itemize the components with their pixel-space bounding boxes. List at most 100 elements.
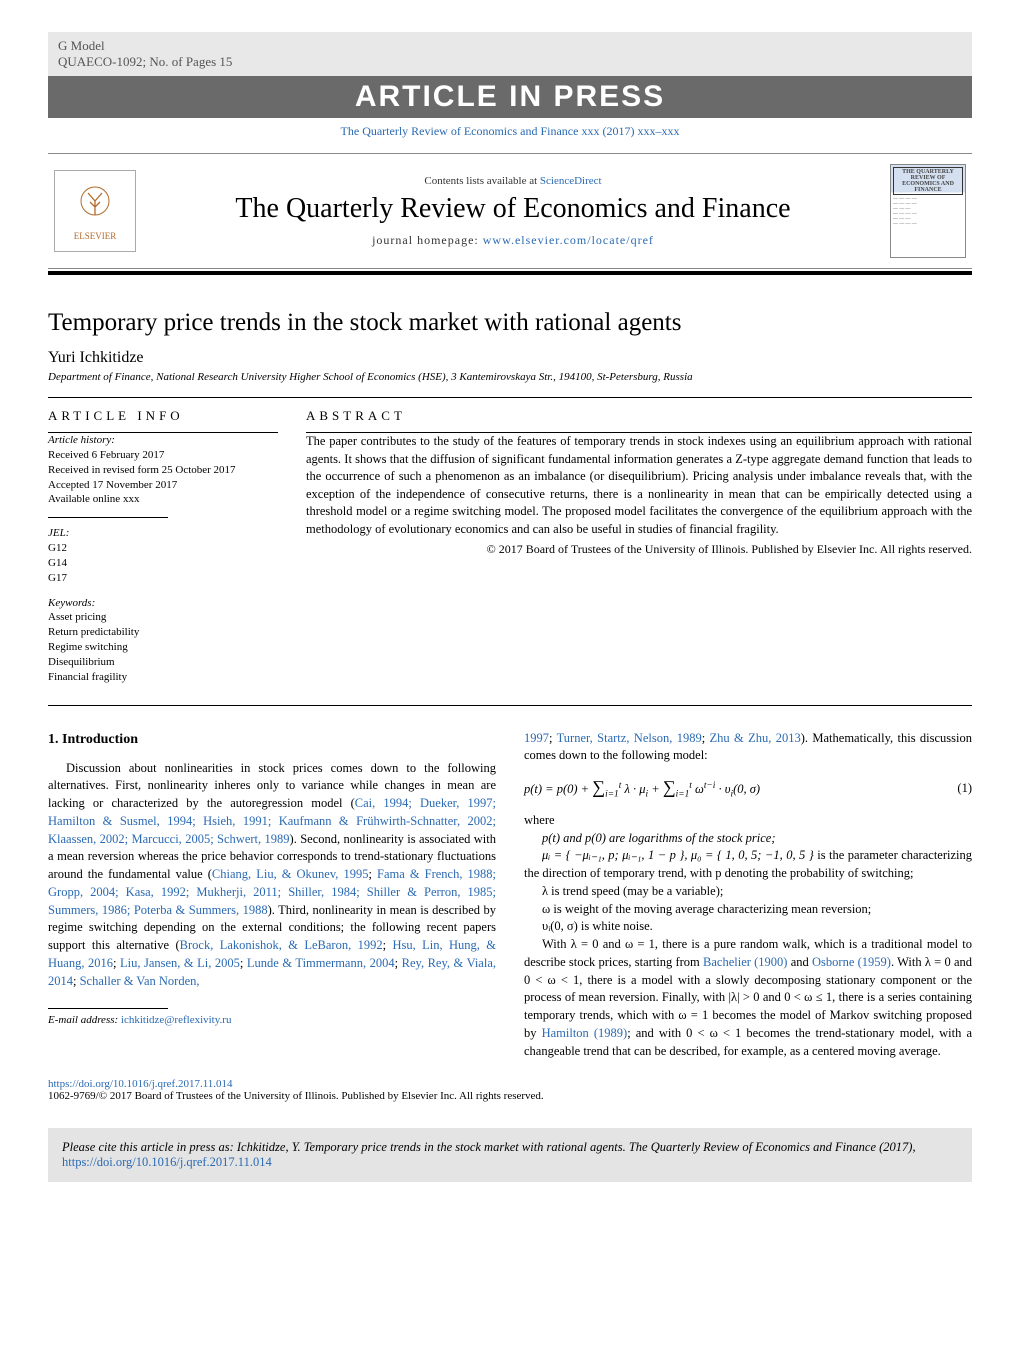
where: where: [524, 812, 972, 830]
col-right: 1997; Turner, Startz, Nelson, 1989; Zhu …: [524, 730, 972, 1061]
email-label: E-mail address:: [48, 1014, 121, 1026]
paper-title: Temporary price trends in the stock mark…: [48, 309, 972, 337]
refs-2[interactable]: Chiang, Liu, & Okunev, 1995: [212, 867, 369, 881]
journal-cover-thumb: THE QUARTERLY REVIEW OF ECONOMICS AND FI…: [890, 164, 966, 258]
kw-4: Financial fragility: [48, 670, 278, 685]
para-1-cont: 1997; Turner, Startz, Nelson, 1989; Zhu …: [524, 730, 972, 766]
history-label: Article history:: [48, 433, 278, 448]
refs-6[interactable]: Liu, Jansen, & Li, 2005: [120, 956, 240, 970]
rule-short-1: [48, 517, 168, 518]
refs-c[interactable]: Bachelier (1900): [703, 955, 787, 969]
jel-2: G17: [48, 571, 278, 586]
issn-copyright: 1062-9769/© 2017 Board of Trustees of th…: [48, 1090, 972, 1102]
refs-9[interactable]: Schaller & Van Norden,: [80, 974, 200, 988]
sepB: ;: [702, 731, 710, 745]
w5: υᵢ(0, σ) is white noise.: [524, 918, 972, 936]
para-1: Discussion about nonlinearities in stock…: [48, 760, 496, 991]
refs-cont[interactable]: 1997: [524, 731, 549, 745]
body-columns: 1. Introduction Discussion about nonline…: [48, 730, 972, 1061]
abstract-text: The paper contributes to the study of th…: [306, 433, 972, 538]
email-footnote: E-mail address: ichkitidze@reflexivity.r…: [48, 1013, 496, 1029]
affiliation: Department of Finance, National Research…: [48, 371, 972, 383]
jel-1: G14: [48, 556, 278, 571]
equation-1-row: p(t) = p(0) + ∑i=1t λ · μi + ∑i=1t ωt−i …: [524, 775, 972, 802]
kw-2: Regime switching: [48, 640, 278, 655]
sepC: and: [787, 955, 812, 969]
homepage-link[interactable]: www.elsevier.com/locate/qref: [483, 233, 654, 247]
abstract-heading: ABSTRACT: [306, 408, 972, 424]
refs-e[interactable]: Hamilton (1989): [542, 1026, 628, 1040]
homepage-label: journal homepage:: [372, 233, 483, 247]
w1-text: p(t) and p(0) are logarithms of the stoc…: [542, 831, 776, 845]
elsevier-tree-icon: [70, 181, 120, 231]
doi-block: https://doi.org/10.1016/j.qref.2017.11.0…: [48, 1078, 972, 1102]
sep5: ;: [113, 956, 120, 970]
kw-3: Disequilibrium: [48, 655, 278, 670]
keywords-block: Keywords: Asset pricing Return predictab…: [48, 596, 278, 685]
abstract-col: ABSTRACT The paper contributes to the st…: [306, 398, 972, 695]
kw-0: Asset pricing: [48, 610, 278, 625]
received: Received 6 February 2017: [48, 448, 278, 463]
jel-block: JEL: G12 G14 G17: [48, 526, 278, 585]
author: Yuri Ichkitidze: [48, 349, 972, 367]
sep2: ;: [368, 867, 377, 881]
contents-line: Contents lists available at ScienceDirec…: [136, 175, 890, 187]
kw-1: Return predictability: [48, 625, 278, 640]
w2: μᵢ = { −μᵢ₋₁, p; μᵢ₋₁, 1 − p }, μ₀ = { 1…: [524, 847, 972, 883]
w4: ω is weight of the moving average charac…: [524, 901, 972, 919]
article-info-col: ARTICLE INFO Article history: Received 6…: [48, 398, 278, 695]
sepA: ;: [549, 731, 557, 745]
refs-b[interactable]: Zhu & Zhu, 2013: [710, 731, 801, 745]
homepage-line: journal homepage: www.elsevier.com/locat…: [136, 233, 890, 248]
refs-7[interactable]: Lunde & Timmermann, 2004: [247, 956, 395, 970]
footnote-rule: [48, 1008, 168, 1009]
refs-d[interactable]: Osborne (1959): [812, 955, 891, 969]
gmodel: G Model: [58, 38, 232, 54]
para-2: With λ = 0 and ω = 1, there is a pure ra…: [524, 936, 972, 1060]
refs-a[interactable]: Turner, Startz, Nelson, 1989: [557, 731, 702, 745]
sep8: ;: [73, 974, 80, 988]
contents-text: Contents lists available at: [424, 175, 539, 187]
w3: λ is trend speed (may be a variable);: [524, 883, 972, 901]
article-info-heading: ARTICLE INFO: [48, 408, 278, 424]
doi-link[interactable]: https://doi.org/10.1016/j.qref.2017.11.0…: [48, 1078, 233, 1090]
sep4: ;: [383, 938, 393, 952]
w1: p(t) and p(0) are logarithms of the stoc…: [524, 830, 972, 848]
journal-ref: The Quarterly Review of Economics and Fi…: [48, 118, 972, 153]
eq1-number: (1): [942, 780, 972, 798]
masthead-center: Contents lists available at ScienceDirec…: [136, 175, 890, 248]
page: G Model QUAECO-1092; No. of Pages 15 ART…: [0, 0, 1020, 1214]
abstract-copyright: © 2017 Board of Trustees of the Universi…: [306, 542, 972, 557]
meta-row: ARTICLE INFO Article history: Received 6…: [48, 398, 972, 695]
sep6: ;: [240, 956, 247, 970]
docid: QUAECO-1092; No. of Pages 15: [58, 54, 232, 70]
cite-text: Please cite this article in press as: Ic…: [62, 1140, 916, 1154]
section-1-title: 1. Introduction: [48, 730, 496, 750]
elsevier-text: ELSEVIER: [74, 231, 117, 241]
jel-0: G12: [48, 541, 278, 556]
w2a: μᵢ = { −μᵢ₋₁, p; μᵢ₋₁, 1 − p }, μ₀ = { 1…: [542, 848, 814, 862]
col-left: 1. Introduction Discussion about nonline…: [48, 730, 496, 1061]
masthead-rule: [48, 271, 972, 275]
cite-doi-link[interactable]: https://doi.org/10.1016/j.qref.2017.11.0…: [62, 1155, 272, 1169]
sciencedirect-link[interactable]: ScienceDirect: [540, 175, 602, 187]
masthead: ELSEVIER Contents lists available at Sci…: [48, 153, 972, 269]
refs-4[interactable]: Brock, Lakonishok, & LeBaron, 1992: [180, 938, 383, 952]
cover-title: THE QUARTERLY REVIEW OF ECONOMICS AND FI…: [893, 167, 963, 195]
email-link[interactable]: ichkitidze@reflexivity.ru: [121, 1014, 232, 1026]
cover-lines: — — — —— — — —— — —— — — —— — —— — — —: [893, 197, 963, 227]
rule-2: [48, 705, 972, 706]
cite-box: Please cite this article in press as: Ic…: [48, 1128, 972, 1182]
jel-label: JEL:: [48, 526, 278, 541]
revised: Received in revised form 25 October 2017: [48, 463, 278, 478]
proof-header: G Model QUAECO-1092; No. of Pages 15: [48, 32, 972, 76]
accepted: Accepted 17 November 2017: [48, 478, 278, 493]
journal-title: The Quarterly Review of Economics and Fi…: [136, 193, 890, 225]
online: Available online xxx: [48, 492, 278, 507]
gmodel-block: G Model QUAECO-1092; No. of Pages 15: [58, 38, 232, 70]
keywords-label: Keywords:: [48, 596, 278, 611]
sep7: ;: [395, 956, 402, 970]
equation-1: p(t) = p(0) + ∑i=1t λ · μi + ∑i=1t ωt−i …: [524, 775, 760, 802]
article-in-press-banner: ARTICLE IN PRESS: [48, 76, 972, 118]
elsevier-logo: ELSEVIER: [54, 170, 136, 252]
